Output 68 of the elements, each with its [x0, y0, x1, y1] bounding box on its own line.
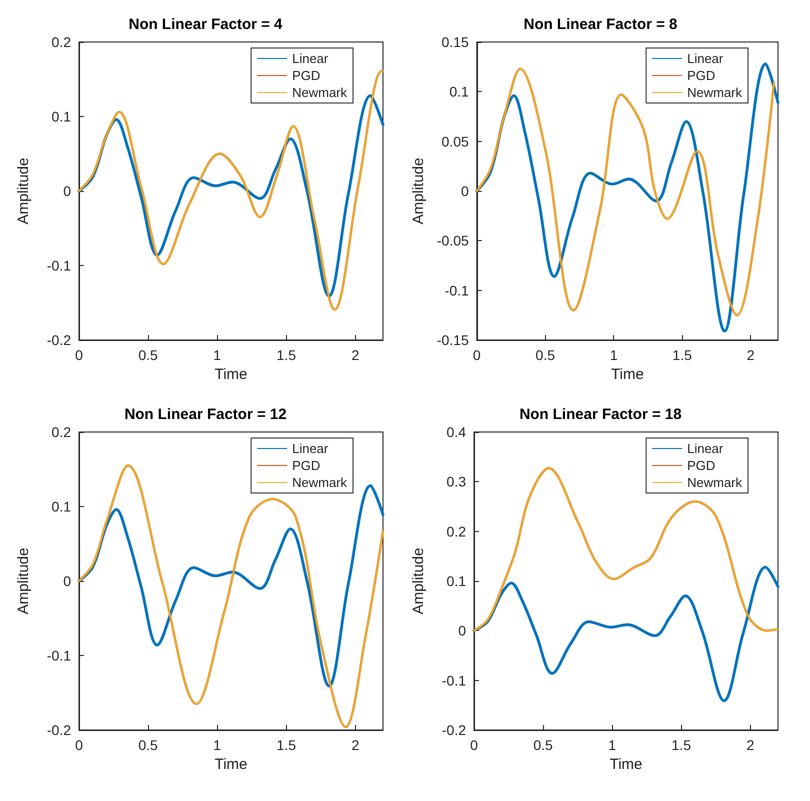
y-tick-label: 0.2 [52, 424, 72, 440]
legend-label: Newmark [687, 475, 742, 490]
x-tick-label: 0 [75, 737, 84, 753]
legend-label: Linear [687, 51, 724, 66]
x-tick-label: 2 [746, 737, 754, 753]
y-tick-label: 0.1 [446, 573, 466, 589]
y-tick-label: -0.1 [46, 258, 72, 274]
chart-title: Non Linear Factor = 18 [519, 406, 682, 423]
y-tick-label: 0.3 [446, 474, 466, 490]
y-tick-label: -0.1 [46, 648, 72, 664]
x-tick-label: 1.5 [672, 737, 692, 753]
y-axis-title: Amplitude [410, 158, 427, 224]
x-tick-label: 1.5 [276, 347, 296, 363]
legend-label: PGD [687, 68, 716, 83]
legend-label: Newmark [292, 475, 348, 490]
x-axis-title: Time [214, 366, 248, 383]
y-tick-label: 0 [458, 622, 466, 639]
chart-title: Non Linear Factor = 4 [128, 16, 284, 33]
legend-label: Newmark [687, 85, 742, 100]
y-tick-label: -0.1 [444, 282, 470, 298]
legend-label: Linear [292, 51, 329, 66]
x-axis-title: Time [611, 366, 644, 383]
y-tick-label: -0.05 [436, 232, 470, 249]
x-tick-label: 0 [472, 347, 481, 363]
y-tick-label: 0.15 [442, 34, 470, 50]
x-tick-label: 1.5 [276, 737, 296, 753]
y-axis-title: Amplitude [15, 158, 32, 224]
y-tick-label: 0 [63, 183, 72, 199]
x-tick-label: 1 [213, 737, 222, 753]
x-tick-label: 0.5 [138, 347, 158, 363]
x-tick-label: 1 [213, 347, 222, 363]
x-tick-label: 2 [351, 737, 360, 753]
y-tick-label: -0.1 [442, 672, 466, 688]
x-tick-label: 0.5 [138, 737, 158, 753]
y-tick-label: 0.1 [52, 108, 72, 124]
y-axis-title: Amplitude [15, 548, 32, 614]
legend-label: Linear [687, 441, 724, 456]
chart-title: Non Linear Factor = 8 [524, 16, 678, 33]
x-tick-label: 2 [746, 347, 755, 363]
legend-label: PGD [687, 458, 716, 473]
x-axis-title: Time [610, 756, 642, 773]
x-tick-label: 1.5 [672, 347, 692, 363]
x-axis-title: Time [214, 756, 248, 773]
y-tick-label: 0 [63, 573, 72, 589]
x-tick-label: 1 [608, 737, 616, 753]
chart-title: Non Linear Factor = 12 [124, 406, 287, 423]
x-tick-label: 0.5 [533, 737, 554, 753]
y-tick-label: 0.1 [52, 498, 72, 514]
legend-label: Newmark [292, 85, 348, 100]
line-series [472, 566, 780, 702]
x-tick-label: 2 [351, 347, 360, 363]
y-tick-label: -0.2 [46, 332, 72, 348]
y-tick-label: 0.2 [446, 523, 466, 540]
x-tick-label: 0.5 [536, 347, 556, 363]
y-tick-label: 0.05 [442, 133, 470, 150]
y-tick-label: 0 [461, 183, 470, 199]
legend-label: PGD [292, 68, 320, 83]
y-tick-label: 0.4 [446, 424, 466, 440]
x-tick-label: 1 [610, 347, 618, 363]
y-tick-label: 0.2 [52, 34, 72, 50]
x-tick-label: 0 [75, 347, 84, 363]
legend-label: PGD [292, 458, 320, 473]
y-axis-title: Amplitude [410, 548, 427, 614]
y-tick-label: 0.1 [449, 84, 470, 100]
y-tick-label: -0.2 [442, 722, 466, 738]
y-tick-label: -0.2 [46, 722, 72, 738]
y-tick-label: -0.15 [436, 332, 470, 348]
legend-label: Linear [292, 441, 329, 456]
